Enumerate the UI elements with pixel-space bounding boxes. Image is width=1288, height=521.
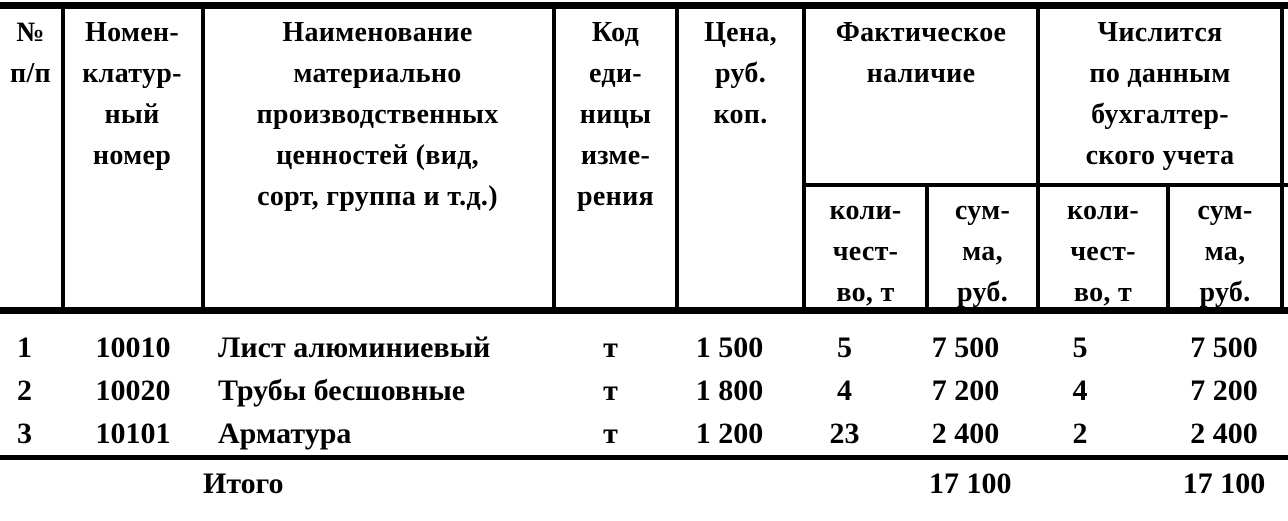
cell-item-name: Лист алюминиевый — [218, 331, 491, 364]
cell-nomenclature: 10020 — [95, 374, 171, 407]
sub-header-fact-sum: сум- ма, руб. — [954, 195, 1011, 308]
cell-price: 1 500 — [695, 331, 764, 364]
cell-fact-sum: 7 500 — [931, 331, 1000, 364]
cell-price: 1 200 — [695, 417, 764, 450]
col-header-row-number: № п/п — [10, 17, 51, 89]
cell-book-quantity: 2 — [1072, 417, 1088, 450]
subheader-divider — [804, 183, 1288, 187]
cell-fact-quantity: 5 — [837, 331, 852, 364]
cell-row-number: 1 — [17, 331, 32, 364]
col-header-unit-code: Код еди- ницы изме- рения — [577, 17, 654, 212]
sub-header-fact-quantity: коли- чест- во, т — [829, 195, 902, 308]
total-label: Итого — [203, 467, 284, 500]
cell-row-number: 3 — [17, 417, 32, 450]
cell-book-sum: 2 400 — [1190, 417, 1258, 450]
cell-item-name: Арматура — [218, 417, 352, 450]
cell-fact-sum: 2 400 — [931, 417, 1000, 450]
total-book-sum: 17 100 — [1182, 467, 1266, 500]
cell-unit: т — [603, 374, 618, 407]
table-top-border — [0, 2, 1288, 9]
table-right-border — [1280, 2, 1284, 313]
group-header-book-records: Числится по данным бухгалтер- ского учет… — [1085, 17, 1235, 171]
column-divider — [61, 2, 65, 313]
col-header-nomenclature-number: Номен- клатур- ный номер — [82, 17, 182, 171]
header-body-divider — [0, 307, 1288, 314]
total-divider — [0, 455, 1288, 460]
cell-book-sum: 7 500 — [1190, 331, 1258, 364]
cell-price: 1 800 — [695, 374, 764, 407]
column-divider — [552, 2, 556, 313]
column-divider — [802, 2, 806, 313]
sub-header-book-sum: сум- ма, руб. — [1197, 195, 1253, 308]
col-header-price: Цена, руб. коп. — [704, 17, 777, 130]
group-header-actual-availability: Фактическое наличие — [835, 17, 1007, 89]
col-header-item-name: Наименование материально производственны… — [256, 17, 499, 212]
cell-fact-quantity: 4 — [837, 374, 852, 407]
column-divider — [675, 2, 679, 313]
sub-column-divider — [925, 185, 929, 313]
table-body: 1 10010 Лист алюминиевый т 1 500 5 7 500… — [0, 326, 1288, 455]
cell-row-number: 2 — [17, 374, 32, 407]
column-divider — [201, 2, 205, 313]
group-divider — [1036, 2, 1040, 313]
total-fact-sum: 17 100 — [929, 467, 1012, 500]
cell-book-quantity: 4 — [1072, 374, 1088, 407]
sub-header-book-quantity: коли- чест- во, т — [1066, 195, 1140, 308]
cell-nomenclature: 10101 — [95, 417, 171, 450]
cell-fact-quantity: 23 — [829, 417, 860, 450]
cell-item-name: Трубы бесшовные — [218, 374, 466, 407]
cell-unit: т — [603, 417, 618, 450]
cell-unit: т — [603, 331, 618, 364]
cell-book-sum: 7 200 — [1190, 374, 1258, 407]
sub-column-divider — [1166, 185, 1170, 313]
cell-nomenclature: 10010 — [95, 331, 171, 364]
total-row: Итого 17 100 17 100 — [0, 462, 1288, 506]
cell-fact-sum: 7 200 — [931, 374, 1000, 407]
cell-book-quantity: 5 — [1072, 331, 1088, 364]
